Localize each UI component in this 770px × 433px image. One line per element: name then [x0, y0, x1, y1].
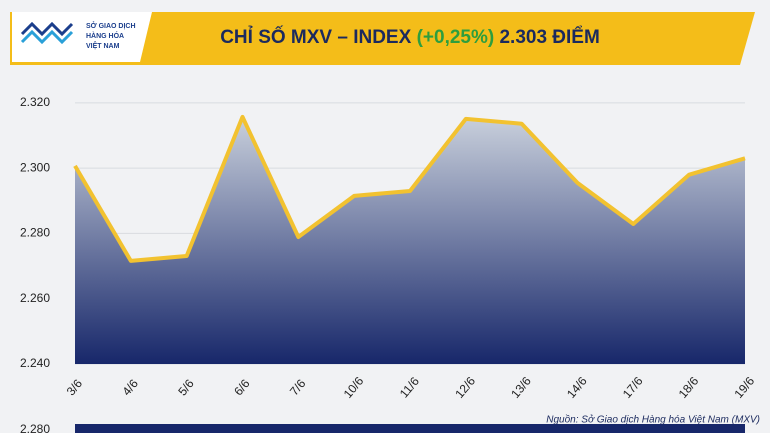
y-tick-label: 2.300 — [20, 160, 50, 174]
area — [75, 116, 745, 364]
logo-text: SỞ GIAO DỊCH — [86, 21, 136, 30]
y-tick-label: 2.280 — [20, 226, 50, 240]
y-tick-label: 2.260 — [20, 291, 50, 305]
logo-box — [12, 12, 152, 62]
lower-chart-crop — [75, 424, 745, 433]
title-value: 2.303 ĐIỂM — [499, 26, 599, 48]
chart-title: CHỈ SỐ MXV – INDEX (+0,25%) 2.303 ĐIỂM — [220, 26, 600, 48]
y-tick-label: 2.320 — [20, 95, 50, 109]
logo-text: VIỆT NAM — [86, 41, 120, 50]
title-main: CHỈ SỐ MXV – INDEX — [220, 26, 411, 48]
header-band — [10, 12, 755, 65]
y-tick-label: 2.240 — [20, 356, 50, 370]
y-tick-label: 2.280 — [20, 422, 50, 433]
title-change: (+0,25%) — [417, 27, 495, 48]
source-note: Nguồn: Sở Giao dịch Hàng hóa Việt Nam (M… — [546, 414, 760, 426]
line — [73, 114, 746, 263]
logo-icon — [20, 21, 74, 45]
logo-text: HÀNG HÓA — [86, 31, 124, 40]
